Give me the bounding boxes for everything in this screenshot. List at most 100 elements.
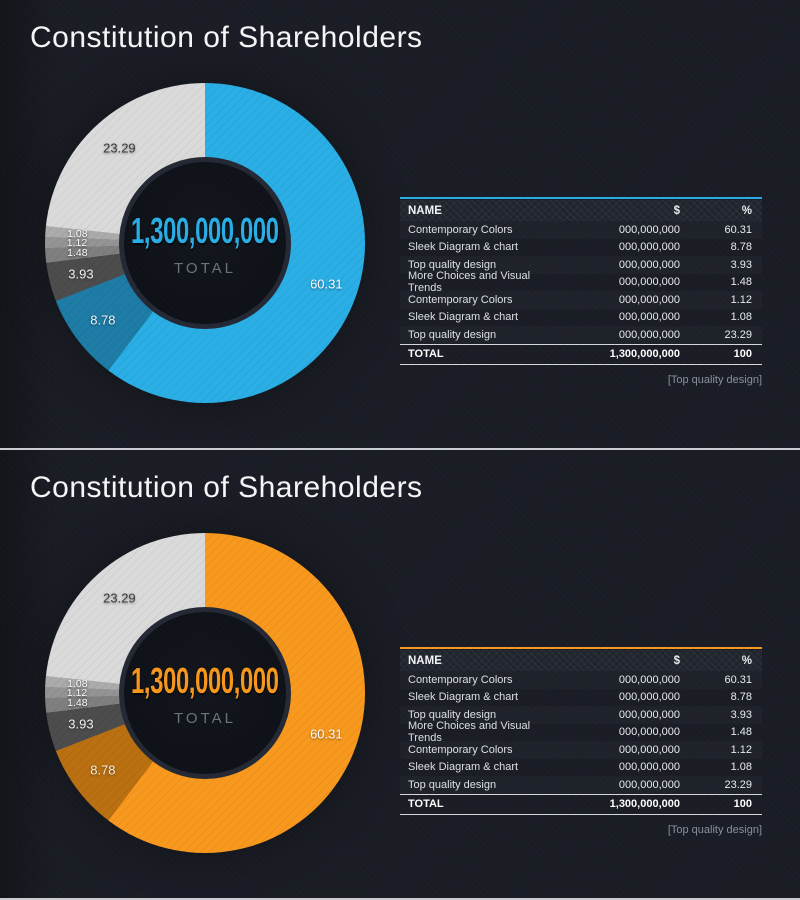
- slice-label: 8.78: [90, 762, 116, 778]
- cell-amount: 000,000,000: [618, 328, 680, 341]
- cell-name: Top quality design: [408, 778, 497, 791]
- slice-label: 1.08: [67, 227, 88, 240]
- col-header-dollar: $: [673, 654, 680, 667]
- cell-name: Top quality design: [408, 258, 497, 271]
- cell-amount: 000,000,000: [618, 761, 680, 774]
- slice-label: 3.93: [68, 266, 94, 282]
- table-row: Sleek Diagram & chart 000,000,000 8.78: [400, 689, 762, 707]
- cell-amount: 000,000,000: [618, 311, 680, 324]
- slice-label: 23.29: [103, 140, 136, 156]
- cell-percent: 23.29: [724, 778, 752, 791]
- table-row: Sleek Diagram & chart 000,000,000 1.08: [400, 759, 762, 777]
- cell-name: Sleek Diagram & chart: [408, 241, 519, 254]
- table-row: Top quality design 000,000,000 3.93: [400, 256, 762, 274]
- col-header-name: NAME: [408, 204, 442, 217]
- table-body: Contemporary Colors 000,000,000 60.31 Sl…: [400, 221, 762, 344]
- cell-total-amount: 1,300,000,000: [609, 798, 680, 810]
- page-bottom-edge: [0, 898, 800, 900]
- table-row: Contemporary Colors 000,000,000 1.12: [400, 291, 762, 309]
- table-row: Contemporary Colors 000,000,000 60.31: [400, 671, 762, 689]
- slice-label: 8.78: [90, 312, 116, 328]
- page-title: Constitution of Shareholders: [30, 21, 423, 54]
- cell-percent: 3.93: [730, 258, 752, 271]
- cell-amount: 000,000,000: [618, 691, 680, 704]
- cell-name: Sleek Diagram & chart: [408, 691, 519, 704]
- table-total-row: TOTAL 1,300,000,000 100: [400, 343, 762, 365]
- shareholders-table: NAME $ % Contemporary Colors 000,000,000…: [400, 197, 762, 365]
- cell-total-percent: 100: [733, 798, 752, 810]
- slice-label: 1.12: [66, 686, 88, 699]
- col-header-percent: %: [741, 654, 752, 667]
- table-row: Sleek Diagram & chart 000,000,000 1.08: [400, 309, 762, 327]
- cell-amount: 000,000,000: [618, 293, 680, 306]
- cell-percent: 8.78: [730, 241, 752, 254]
- slice-label: 60.31: [310, 276, 343, 292]
- total-value: 1,300,000,000: [131, 209, 279, 251]
- table-header-row: NAME $ %: [400, 650, 762, 671]
- cell-total-amount: 1,300,000,000: [609, 348, 680, 360]
- cell-percent: 23.29: [724, 328, 752, 341]
- donut-chart: 60.31 8.78 3.93 1.48 1.12 1.08 23.29 1,3…: [45, 533, 365, 853]
- slice-label: 60.31: [310, 726, 343, 742]
- cell-name: Contemporary Colors: [408, 743, 513, 756]
- cell-percent: 60.31: [724, 223, 752, 236]
- cell-percent: 1.12: [730, 293, 752, 306]
- col-header-name: NAME: [408, 654, 442, 667]
- cell-amount: 000,000,000: [618, 276, 680, 289]
- cell-percent: 1.08: [730, 761, 752, 774]
- table-body: Contemporary Colors 000,000,000 60.31 Sl…: [400, 671, 762, 794]
- table-row: More Choices and Visual Trends 000,000,0…: [400, 270, 762, 294]
- donut-center: 1,300,000,000 TOTAL: [119, 607, 291, 779]
- cell-name: Contemporary Colors: [408, 293, 513, 306]
- panel-blue: Constitution of Shareholders 60.31 8.78 …: [0, 0, 800, 448]
- panel-orange: Constitution of Shareholders 60.31 8.78 …: [0, 450, 800, 898]
- cell-name: More Choices and Visual Trends: [408, 720, 531, 745]
- total-label: TOTAL: [174, 259, 236, 277]
- cell-name: Top quality design: [408, 708, 497, 721]
- cell-name: Top quality design: [408, 328, 497, 341]
- table-row: More Choices and Visual Trends 000,000,0…: [400, 720, 762, 744]
- table-row: Contemporary Colors 000,000,000 1.12: [400, 741, 762, 759]
- slice-label: 1.12: [66, 236, 88, 249]
- table-header-row: NAME $ %: [400, 200, 762, 221]
- cell-amount: 000,000,000: [618, 223, 680, 236]
- cell-amount: 000,000,000: [618, 778, 680, 791]
- panel-divider: [0, 448, 800, 450]
- cell-name: Sleek Diagram & chart: [408, 311, 519, 324]
- cell-total-label: TOTAL: [408, 348, 444, 360]
- total-label: TOTAL: [174, 709, 236, 727]
- slice-label: 1.08: [67, 677, 88, 690]
- table-accent-line: [400, 647, 762, 649]
- cell-amount: 000,000,000: [618, 241, 680, 254]
- donut-chart: 60.31 8.78 3.93 1.48 1.12 1.08 23.29 1,3…: [45, 83, 365, 403]
- slice-label: 1.48: [67, 696, 88, 709]
- cell-name: More Choices and Visual Trends: [408, 270, 531, 295]
- cell-percent: 1.48: [730, 726, 752, 739]
- donut-center: 1,300,000,000 TOTAL: [119, 157, 291, 329]
- footnote: [Top quality design]: [667, 824, 762, 836]
- cell-amount: 000,000,000: [618, 673, 680, 686]
- col-header-dollar: $: [673, 204, 680, 217]
- cell-percent: 60.31: [724, 673, 752, 686]
- cell-amount: 000,000,000: [618, 743, 680, 756]
- cell-percent: 1.08: [730, 311, 752, 324]
- page-title: Constitution of Shareholders: [30, 471, 423, 504]
- cell-total-label: TOTAL: [408, 798, 444, 810]
- cell-percent: 1.48: [730, 276, 752, 289]
- total-value: 1,300,000,000: [131, 659, 279, 701]
- table-row: Top quality design 000,000,000 23.29: [400, 326, 762, 344]
- table-row: Top quality design 000,000,000 23.29: [400, 776, 762, 794]
- cell-name: Sleek Diagram & chart: [408, 761, 519, 774]
- table-total-row: TOTAL 1,300,000,000 100: [400, 793, 762, 815]
- shareholders-table: NAME $ % Contemporary Colors 000,000,000…: [400, 647, 762, 815]
- cell-total-percent: 100: [733, 348, 752, 360]
- slice-label: 3.93: [68, 716, 94, 732]
- table-row: Top quality design 000,000,000 3.93: [400, 706, 762, 724]
- slice-label: 23.29: [103, 590, 136, 606]
- table-accent-line: [400, 197, 762, 199]
- table-row: Sleek Diagram & chart 000,000,000 8.78: [400, 239, 762, 257]
- table-row: Contemporary Colors 000,000,000 60.31: [400, 221, 762, 239]
- col-header-percent: %: [741, 204, 752, 217]
- cell-percent: 1.12: [730, 743, 752, 756]
